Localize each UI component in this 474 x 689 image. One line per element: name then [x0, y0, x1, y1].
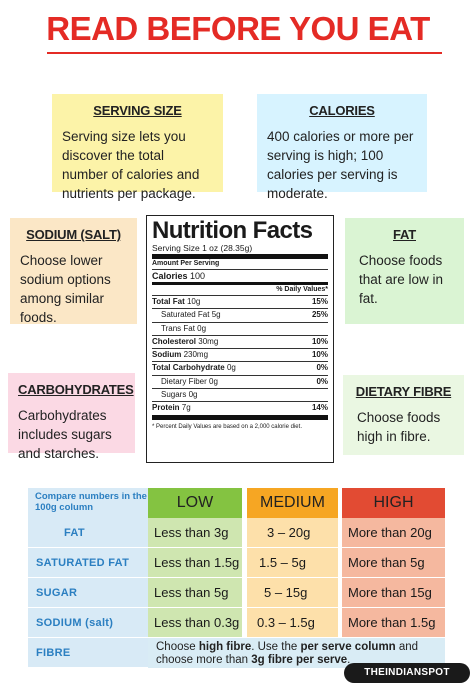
calories-label: Calories: [152, 271, 188, 281]
nutrient-row: Protein 7g 14%: [152, 401, 328, 414]
calories-text: 400 calories or more per serving is high…: [267, 129, 414, 201]
nutrient-name: Sodium: [152, 350, 182, 360]
nutrition-footnote: * Percent Daily Values are based on a 2,…: [152, 414, 328, 431]
carbohydrates-card: CARBOHYDRATES Carbohydrates includes sug…: [8, 373, 135, 461]
table-cell: 1.5 – 5g: [247, 548, 338, 578]
nutrient-amount: 0g: [226, 363, 236, 373]
table-cell: 0.3 – 1.5g: [247, 608, 338, 638]
nutrition-facts-label: Nutrition Facts Serving Size 1 oz (28.35…: [146, 215, 334, 463]
row-label-saturated-fat: SATURATED FAT: [28, 548, 148, 578]
calories-row: Calories 100: [152, 269, 328, 282]
nutrient-name: Total Carbohydrate: [152, 363, 225, 373]
fibre-note-bold: high fibre: [198, 641, 252, 653]
nutrient-name: Cholesterol: [152, 336, 197, 346]
table-cell: More than 1.5g: [342, 608, 445, 638]
serving-size-card: SERVING SIZE Serving size lets you disco…: [52, 94, 223, 201]
nutrient-amount: 230mg: [183, 350, 209, 360]
fat-card: FAT Choose foods that are low in fat.: [345, 218, 464, 324]
fibre-note-text: Choose: [156, 641, 199, 653]
calories-card: CALORIES 400 calories or more per servin…: [257, 94, 427, 201]
fibre-note-text: . Use the: [251, 641, 301, 653]
nutrient-name: Protein: [152, 403, 180, 413]
fibre-note-text: .: [347, 653, 351, 666]
page-title: READ BEFORE YOU EAT: [46, 10, 430, 47]
nutrient-dv: 0%: [316, 376, 328, 386]
fibre-note: Choose high fibre. Use the per serve col…: [148, 638, 445, 668]
carbohydrates-heading: CARBOHYDRATES: [18, 382, 134, 397]
watermark: THEINDIANSPOT: [344, 663, 470, 683]
serving-size-heading: SERVING SIZE: [93, 103, 182, 118]
nutrient-dv: 10%: [311, 350, 328, 360]
table-cell: Less than 5g: [148, 578, 242, 608]
nutrient-dv: 10%: [311, 336, 328, 346]
sodium-card: SODIUM (SALT) Choose lower sodium option…: [10, 218, 137, 325]
nutrient-dv: 0%: [316, 363, 328, 373]
fibre-note-text: and choose more than: [156, 641, 419, 666]
nutrient-row: Cholesterol 30mg 10%: [152, 334, 328, 348]
nutrient-amount: 10g: [186, 297, 201, 306]
table-cell: Less than 3g: [148, 518, 242, 548]
fat-text: Choose foods that are low in fat.: [359, 253, 444, 306]
fibre-note-bold: per serve column: [300, 641, 396, 653]
nutrient-row: Dietary Fiber 0g 0%: [152, 374, 328, 388]
nutrient-row: Sugars 0g: [152, 388, 328, 401]
nutrient-amount: 5g: [211, 310, 221, 320]
table-cell: More than 20g: [342, 518, 445, 548]
comparison-table: Compare numbers in the 100g column LOW M…: [28, 488, 445, 673]
row-label-fat: FAT: [28, 518, 148, 548]
carbohydrates-text: Carbohydrates includes sugars and starch…: [18, 408, 112, 461]
nutrient-row: Saturated Fat 5g 25%: [152, 308, 328, 321]
table-cell: More than 15g: [342, 578, 445, 608]
fat-heading: FAT: [393, 227, 416, 242]
nutrient-amount: 7g: [181, 403, 191, 413]
nutrient-dv: 14%: [311, 403, 328, 413]
row-label-fibre: FIBRE: [28, 638, 148, 668]
nutrient-amount: 0g: [209, 376, 218, 386]
calories-value: 100: [190, 271, 206, 281]
table-cell: More than 5g: [342, 548, 445, 578]
low-column-header: LOW: [148, 488, 242, 518]
table-header-label: Compare numbers in the 100g column: [28, 488, 148, 518]
nutrient-name: Sugars: [161, 390, 187, 400]
fibre-note-bold: 3g fibre per serve: [251, 653, 348, 666]
nutrient-name: Total Fat: [152, 297, 185, 306]
amount-per-serving: Amount Per Serving: [152, 254, 328, 269]
nutrient-row: Trans Fat 0g: [152, 321, 328, 335]
dietary-fibre-card: DIETARY FIBRE Choose foods high in fibre…: [343, 375, 464, 455]
daily-values-header: % Daily Values*: [152, 282, 328, 295]
nutrient-name: Saturated Fat: [161, 310, 210, 320]
nutrient-row: Total Fat 10g 15%: [152, 295, 328, 308]
sodium-text: Choose lower sodium options among simila…: [20, 253, 111, 325]
nutrient-amount: 30mg: [198, 336, 219, 346]
nutrient-dv: 25%: [311, 310, 328, 320]
nutrient-name: Trans Fat: [161, 323, 195, 333]
medium-column-header: MEDIUM: [247, 488, 338, 518]
calories-heading: CALORIES: [309, 103, 375, 118]
dietary-fibre-text: Choose foods high in fibre.: [357, 410, 441, 444]
row-label-sugar: SUGAR: [28, 578, 148, 608]
table-cell: Less than 1.5g: [148, 548, 242, 578]
nutrient-amount: 0g: [197, 323, 207, 333]
sodium-heading: SODIUM (SALT): [26, 227, 121, 242]
daily-values-label: % Daily Values*: [276, 286, 328, 293]
row-label-sodium: SODIUM (salt): [28, 608, 148, 638]
dietary-fibre-heading: DIETARY FIBRE: [355, 384, 452, 399]
title-underline: [47, 52, 442, 54]
serving-size-line: Serving Size 1 oz (28.35g): [152, 243, 253, 253]
table-cell: Less than 0.3g: [148, 608, 242, 638]
nutrient-row: Total Carbohydrate 0g 0%: [152, 361, 328, 374]
high-column-header: HIGH: [342, 488, 445, 518]
nutrient-amount: 0g: [188, 390, 198, 400]
table-cell: 3 – 20g: [247, 518, 338, 548]
nutrient-name: Dietary Fiber: [161, 376, 207, 386]
nutrient-row: Sodium 230mg 10%: [152, 348, 328, 361]
nutrition-facts-title: Nutrition Facts: [152, 217, 313, 244]
table-cell: 5 – 15g: [247, 578, 338, 608]
nutrient-dv: 15%: [311, 297, 328, 306]
serving-size-text: Serving size lets you discover the total…: [62, 129, 200, 201]
